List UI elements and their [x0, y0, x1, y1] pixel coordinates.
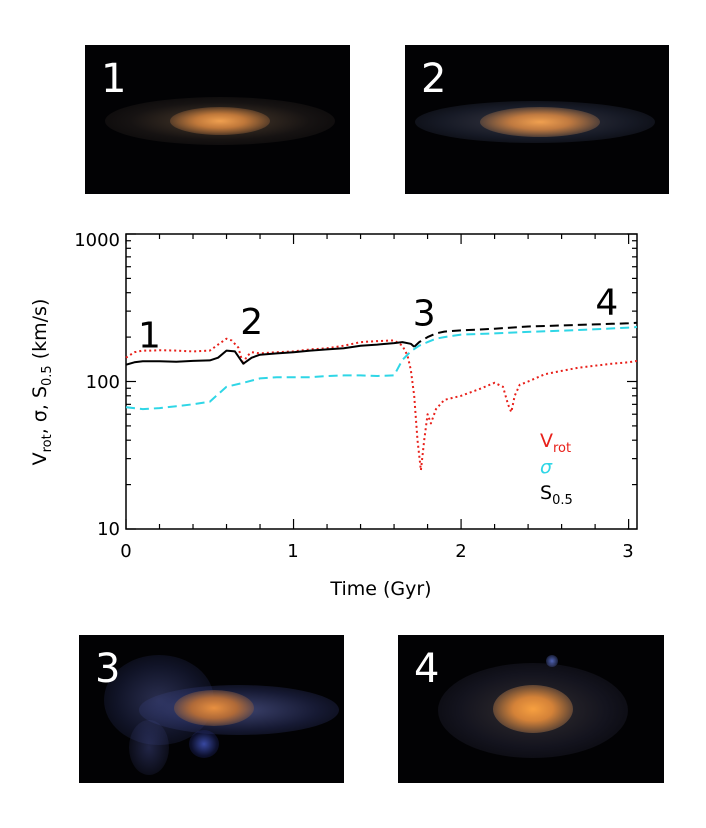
- x-tick-label: 2: [455, 541, 466, 562]
- y-tick-label: 1000: [74, 230, 120, 251]
- galaxy-snapshot-4: 4: [398, 635, 664, 783]
- galaxy-snapshot-2: 2: [405, 45, 669, 194]
- legend-sigma: σ: [540, 456, 553, 478]
- legend-vrot: Vrot: [540, 430, 571, 456]
- rotation-dispersion-chart: 0 1 2 3 10 100 1000 Time (Gyr) Vrot, σ, …: [29, 230, 638, 600]
- galaxy-snapshot-3: 3: [79, 635, 344, 783]
- time-marker-2: 2: [240, 302, 263, 343]
- y-axis-title: Vrot, σ, S0.5 (km/s): [29, 299, 55, 466]
- panel-label: 4: [414, 646, 440, 692]
- axis-ticks: [125, 233, 637, 530]
- time-marker-3: 3: [413, 293, 436, 334]
- galaxy-snapshot-1: 1: [85, 45, 350, 194]
- series-line-sigma: [125, 326, 638, 411]
- legend-s05: S0.5: [540, 482, 573, 508]
- y-tick-label: 10: [97, 519, 120, 540]
- x-tick-label: 3: [622, 541, 633, 562]
- series-lines: [125, 321, 638, 472]
- x-axis-title: Time (Gyr): [329, 578, 431, 600]
- panel-label: 2: [421, 56, 447, 102]
- time-marker-1: 1: [138, 316, 161, 357]
- series-line-s-0-5: [413, 321, 638, 348]
- panel-label: 1: [101, 56, 127, 102]
- time-marker-4: 4: [595, 282, 618, 323]
- y-tick-label: 100: [86, 372, 120, 393]
- x-tick-label: 1: [287, 541, 298, 562]
- plot-frame: [125, 233, 638, 530]
- panel-label: 3: [95, 646, 121, 692]
- x-tick-label: 0: [120, 541, 131, 562]
- series-line-s-0-5: [125, 341, 415, 366]
